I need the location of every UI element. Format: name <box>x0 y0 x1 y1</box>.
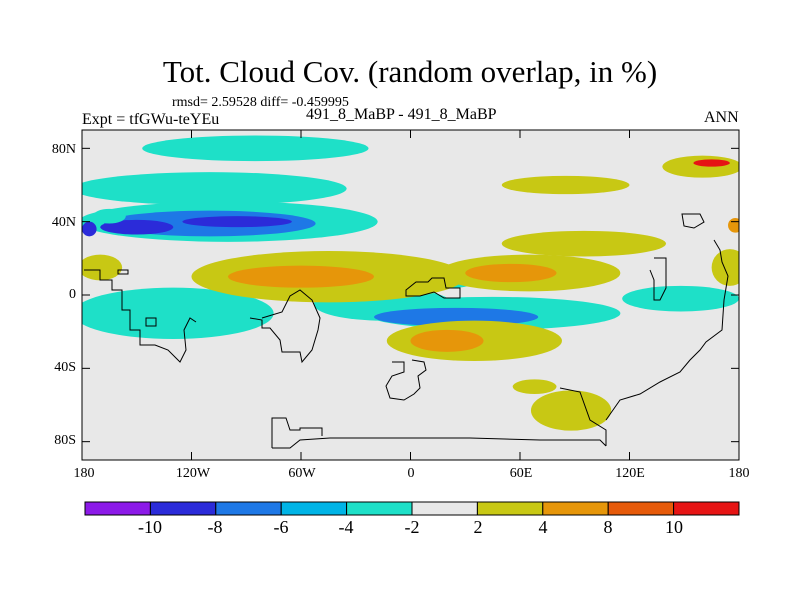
colorbar-label: -10 <box>138 517 162 537</box>
contour-region-28 <box>728 218 739 233</box>
stats-text: rmsd= 2.59528 diff= -0.459995 <box>172 95 349 110</box>
contour-region-0 <box>142 135 369 162</box>
y-tick-label: 40S <box>54 360 76 375</box>
colorbar-label: 8 <box>603 517 613 537</box>
contour-region-22 <box>530 390 612 431</box>
coast-south-america <box>249 289 321 364</box>
x-tick-label: 60E <box>509 466 533 481</box>
contour-region-24 <box>82 254 123 281</box>
contour-region-18 <box>501 230 666 257</box>
axis-ticks <box>81 130 740 460</box>
coast-africa <box>385 359 427 401</box>
coast-antarctica-edge <box>271 417 323 448</box>
colorbar-label: -8 <box>207 517 223 537</box>
contour-region-20 <box>662 155 739 178</box>
contour-region-10 <box>622 285 739 312</box>
coast-antarctica <box>272 437 607 449</box>
contour-region-21 <box>693 159 730 167</box>
contour-region-17 <box>410 329 484 352</box>
coast-gulf <box>145 317 157 327</box>
plot-title: Tot. Cloud Cov. (random overlap, in %) <box>162 54 658 89</box>
colorbar-label: 4 <box>538 517 548 537</box>
coast-americas-west <box>84 269 197 363</box>
x-tick-label: 180 <box>728 466 750 481</box>
y-tick-label: 0 <box>69 287 76 302</box>
cloud-difference-field <box>82 135 739 431</box>
contour-region-15 <box>465 263 557 283</box>
x-tick-label: 120E <box>615 466 645 481</box>
contour-region-25 <box>711 249 739 286</box>
season-label: ANN <box>704 109 739 126</box>
x-tick-label: 180 <box>73 466 95 481</box>
experiment-label: Expt = tfGWu-teYEu <box>82 111 220 128</box>
y-tick-label: 40N <box>51 215 76 230</box>
colorbar-label: 2 <box>473 517 483 537</box>
coast-asia-east <box>649 257 667 301</box>
coastlines <box>84 213 729 449</box>
coast-australia <box>605 239 729 421</box>
x-tick-label: 60W <box>288 466 316 481</box>
case-label: 491_8_MaBP - 491_8_MaBP <box>306 106 497 123</box>
colorbar-label: -4 <box>338 517 354 537</box>
contour-region-13 <box>228 265 374 288</box>
contour-region-23 <box>512 379 557 394</box>
colorbar-label: -2 <box>404 517 420 537</box>
coast-arabia <box>405 277 461 299</box>
colorbar-label: -6 <box>273 517 289 537</box>
coast-africa-south <box>559 387 607 446</box>
contour-region-27 <box>82 221 97 237</box>
x-tick-label: 120W <box>175 466 211 481</box>
x-tick-label: 0 <box>407 466 415 481</box>
contour-region-4 <box>182 216 292 228</box>
contour-region-26 <box>92 208 126 224</box>
colorbar-label: 10 <box>665 517 683 537</box>
contour-region-19 <box>501 175 630 195</box>
coast-japan <box>681 213 705 229</box>
contour-region-5 <box>100 219 174 235</box>
coast-na-small <box>117 269 129 275</box>
contour-region-1 <box>82 172 347 206</box>
y-tick-label: 80S <box>54 433 76 448</box>
y-tick-label: 80N <box>51 142 76 157</box>
